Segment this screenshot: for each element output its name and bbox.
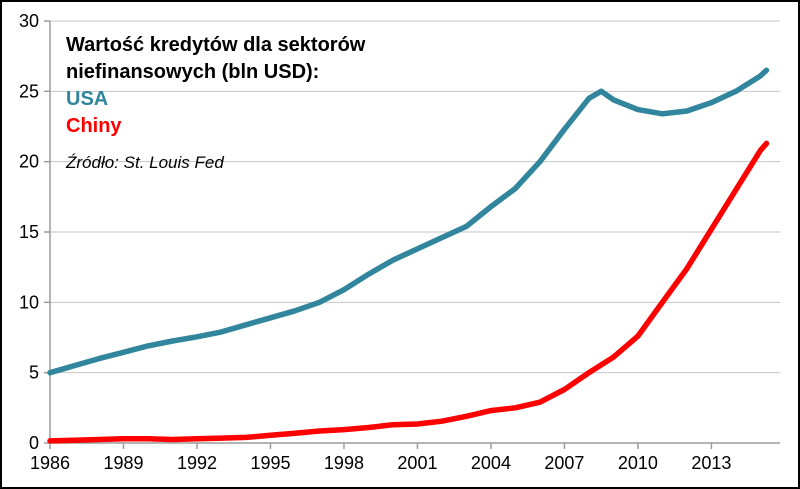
usa-line [47, 67, 770, 376]
y-tick-label-5: 5 [29, 363, 39, 383]
x-tick-label-1986: 1986 [30, 453, 70, 473]
x-tick-label-2001: 2001 [397, 453, 437, 473]
y-tick-label-15: 15 [19, 222, 39, 242]
legend: USA Chiny [66, 86, 365, 140]
chiny-line [47, 140, 770, 444]
chart-title-line2: niefinansowych (bln USD): [66, 61, 320, 83]
x-tick-label-2004: 2004 [471, 453, 511, 473]
source-note: Źródło: St. Louis Fed [66, 153, 224, 172]
x-tick-label-2013: 2013 [691, 453, 731, 473]
x-tick-label-1995: 1995 [250, 453, 290, 473]
chart-title: Wartość kredytów dla sektorów niefinanso… [66, 32, 365, 86]
chart-annotations: Wartość kredytów dla sektorów niefinanso… [66, 32, 365, 176]
x-tick-label-1998: 1998 [324, 453, 364, 473]
chart-title-line1: Wartość kredytów dla sektorów [66, 34, 366, 56]
x-tick-label-1989: 1989 [103, 453, 143, 473]
y-tick-label-20: 20 [19, 152, 39, 172]
y-tick-label-25: 25 [19, 81, 39, 101]
y-tick-label-10: 10 [19, 292, 39, 312]
y-tick-label-0: 0 [29, 433, 39, 453]
legend-usa: USA [66, 88, 109, 110]
y-tick-label-30: 30 [19, 11, 39, 31]
x-tick-label-1992: 1992 [177, 453, 217, 473]
x-tick-label-2007: 2007 [544, 453, 584, 473]
legend-chiny: Chiny [66, 115, 122, 137]
x-tick-label-2010: 2010 [618, 453, 658, 473]
